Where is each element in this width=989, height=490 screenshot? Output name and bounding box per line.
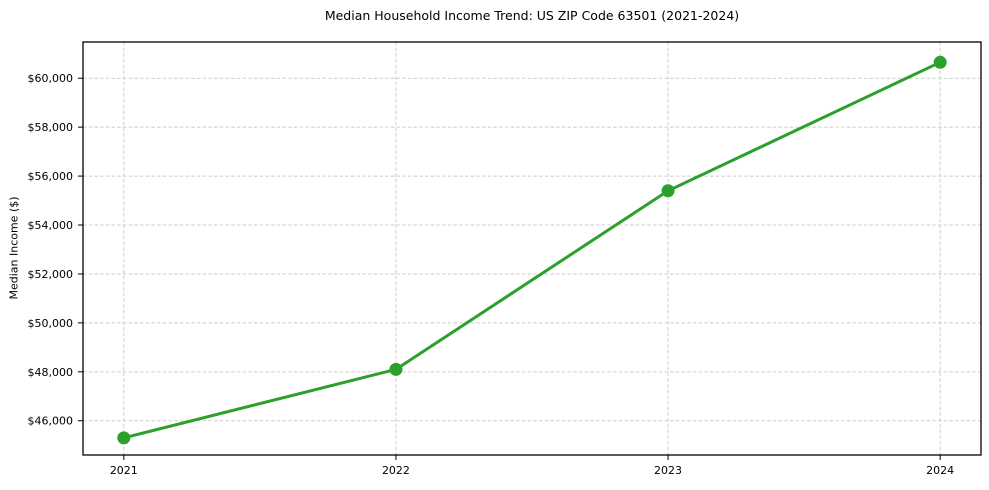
data-point-2021 — [117, 431, 131, 445]
y-tick-label: $52,000 — [28, 268, 74, 281]
y-tick-label: $50,000 — [28, 317, 74, 330]
data-point-2024 — [933, 55, 947, 69]
data-point-2023 — [661, 184, 675, 198]
chart-title: Median Household Income Trend: US ZIP Co… — [324, 8, 740, 23]
y-tick-label: $58,000 — [28, 121, 74, 134]
x-tick-label: 2023 — [654, 464, 682, 477]
trend-line — [122, 60, 942, 440]
x-tick-label: 2022 — [382, 464, 410, 477]
y-tick-label: $60,000 — [28, 72, 74, 85]
y-tick-label: $54,000 — [28, 219, 74, 232]
y-tick-label: $56,000 — [28, 170, 74, 183]
y-tick-label: $48,000 — [28, 366, 74, 379]
data-point-2022 — [389, 362, 403, 376]
x-tick-label: 2024 — [926, 464, 954, 477]
y-tick-label: $46,000 — [28, 415, 74, 428]
plot-frame — [82, 41, 982, 456]
x-tick-label: 2021 — [110, 464, 138, 477]
